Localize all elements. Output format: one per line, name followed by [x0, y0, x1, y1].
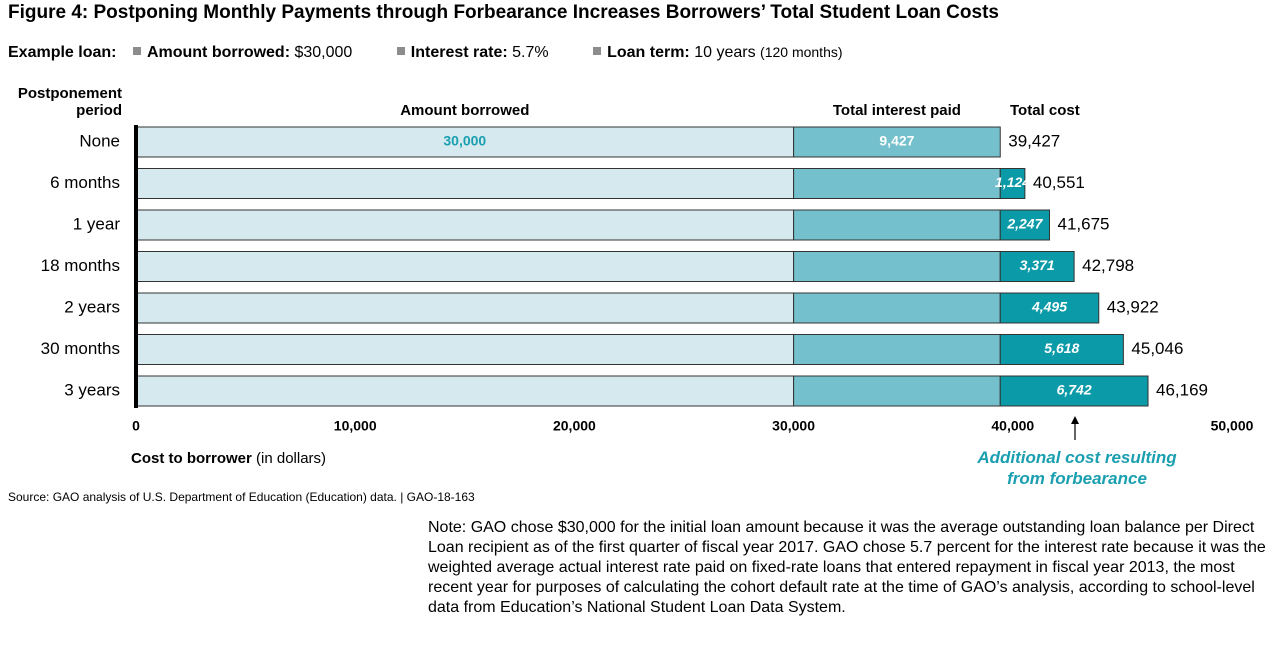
data-label: 9,427 — [879, 133, 914, 149]
bar-segment — [793, 375, 1001, 407]
y-tick-label: 18 months — [41, 256, 120, 275]
data-label: 4,495 — [1031, 299, 1067, 315]
bar-segment — [135, 209, 795, 241]
annotation: Additional cost resulting from forbearan… — [977, 448, 1177, 488]
x-tick-label: 40,000 — [991, 418, 1034, 434]
example-name: Amount borrowed: — [146, 44, 291, 61]
bar-segment — [135, 168, 795, 199]
annotation-arrowhead — [1071, 416, 1079, 424]
y-tick-label: None — [79, 131, 120, 150]
data-label: 3,371 — [1020, 257, 1055, 273]
total-label: 39,427 — [1008, 131, 1060, 150]
bar-segment — [999, 251, 1075, 282]
bar-segment — [793, 334, 1001, 365]
column-header: Total cost — [1010, 102, 1080, 119]
bar-segment — [793, 168, 1001, 199]
bar-segment — [999, 375, 1149, 407]
y-tick-label: 1 year — [73, 214, 121, 233]
bar-segment — [793, 209, 1001, 241]
bar-segment — [793, 251, 1001, 282]
bar-segment — [999, 168, 1026, 199]
x-axis-title: Cost to borrower — [131, 450, 252, 467]
total-label: 40,551 — [1033, 173, 1085, 192]
data-label: 2,247 — [1006, 216, 1043, 232]
bar-segment — [135, 334, 795, 365]
bar-segment — [135, 375, 795, 407]
example-value: 10 years — [694, 44, 756, 61]
total-label: 45,046 — [1131, 339, 1183, 358]
x-tick-label: 10,000 — [334, 418, 377, 434]
example-label: Example loan: — [8, 44, 117, 61]
bar-segment — [999, 334, 1124, 365]
total-label: 42,798 — [1082, 256, 1134, 275]
y-tick-label: 6 months — [50, 173, 120, 192]
x-tick-label: 50,000 — [1211, 418, 1254, 434]
chart: 0 10,000 20,000 30,000 40,000 50,000 None 30,00… — [41, 102, 1254, 440]
x-axis-unit: (in dollars) — [256, 450, 327, 467]
bar-segment — [793, 292, 1001, 324]
note: Note: GAO chose $30,000 for the initial … — [428, 519, 1266, 616]
column-header: Amount borrowed — [400, 102, 529, 119]
total-label: 41,675 — [1058, 214, 1110, 233]
chart-title: Figure 4: Postponing Monthly Payments th… — [8, 2, 999, 23]
x-axis-label: Cost to borrower (in dollars) — [131, 450, 326, 467]
source: Source: GAO analysis of U.S. Department … — [8, 490, 475, 504]
y-tick-label: 2 years — [64, 297, 120, 316]
y-tick-label: 30 months — [41, 339, 120, 358]
y-tick-label: 3 years — [64, 380, 120, 399]
example-loan: Example loan: Amount borrowed: $30,000 I… — [8, 44, 843, 62]
data-label: 5,618 — [1044, 340, 1079, 356]
data-label: 6,742 — [1057, 382, 1092, 398]
bar-segment — [999, 292, 1100, 324]
total-label: 46,169 — [1156, 380, 1208, 399]
x-tick-label: 20,000 — [553, 418, 596, 434]
total-label: 43,922 — [1107, 297, 1159, 316]
example-value: $30,000 — [294, 44, 353, 61]
example-value: 5.7% — [512, 44, 549, 61]
x-tick-label: 30,000 — [772, 418, 815, 434]
bar-segment — [999, 209, 1050, 241]
data-label: 30,000 — [443, 133, 486, 149]
bar-segment — [793, 126, 1001, 158]
data-label: 1,124 — [995, 174, 1030, 190]
x-tick-label: 0 — [132, 418, 140, 434]
bar-segment — [135, 292, 795, 324]
example-name: Interest rate: — [410, 44, 508, 61]
column-header: Total interest paid — [833, 102, 961, 119]
bar-segment — [135, 251, 795, 282]
example-detail: (120 months) — [760, 44, 843, 60]
y-axis-label: Postponement period — [17, 85, 122, 119]
example-name: Loan term: — [607, 44, 690, 61]
